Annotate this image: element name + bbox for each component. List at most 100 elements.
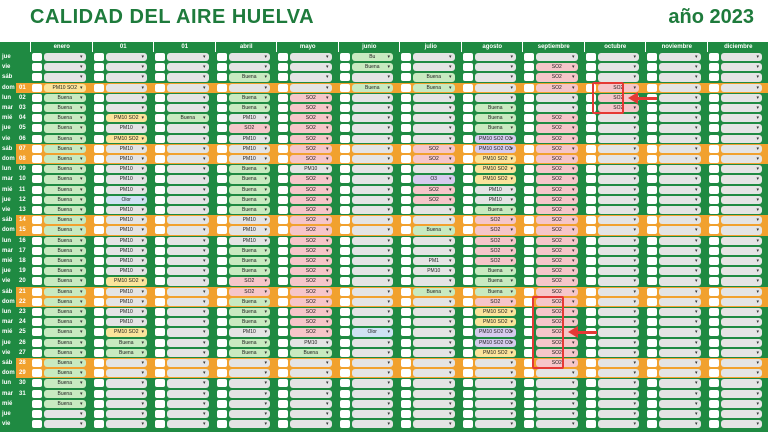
- dropdown-arrow-icon[interactable]: ▾: [264, 309, 267, 315]
- air-quality-cell-mayo[interactable]: SO2 ▾: [290, 267, 332, 276]
- dropdown-arrow-icon[interactable]: ▾: [387, 298, 390, 305]
- air-quality-cell-abril[interactable]: ▾: [228, 63, 270, 72]
- dropdown-arrow-icon[interactable]: ▾: [756, 105, 759, 111]
- dropdown-arrow-icon[interactable]: ▾: [756, 360, 759, 366]
- cell-toggle-icon[interactable]: [93, 267, 104, 276]
- air-quality-cell-abril[interactable]: Buena ▾: [228, 93, 270, 102]
- dropdown-arrow-icon[interactable]: ▾: [694, 309, 698, 315]
- cell-toggle-icon[interactable]: [585, 73, 596, 82]
- cell-toggle-icon[interactable]: [647, 379, 657, 388]
- air-quality-cell-enero[interactable]: Buena ▾: [44, 195, 86, 204]
- air-quality-cell-junio[interactable]: ▾: [351, 144, 393, 153]
- cell-toggle-icon[interactable]: [708, 165, 719, 174]
- air-quality-cell-noviembre[interactable]: ▾: [659, 277, 701, 286]
- cell-toggle-icon[interactable]: [93, 277, 104, 286]
- air-quality-cell-julio[interactable]: ▾: [413, 134, 455, 143]
- cell-toggle-icon[interactable]: [401, 399, 411, 408]
- cell-toggle-icon[interactable]: [155, 399, 165, 408]
- cell-toggle-icon[interactable]: [524, 195, 534, 204]
- dropdown-arrow-icon[interactable]: ▾: [141, 217, 144, 224]
- cell-toggle-icon[interactable]: [708, 73, 719, 82]
- dropdown-arrow-icon[interactable]: ▾: [325, 115, 329, 122]
- cell-toggle-icon[interactable]: [32, 338, 42, 347]
- dropdown-arrow-icon[interactable]: ▾: [448, 166, 452, 173]
- air-quality-cell-noviembre[interactable]: ▾: [659, 236, 701, 245]
- air-quality-cell-febrero[interactable]: PM10 ▾: [105, 165, 147, 174]
- dropdown-arrow-icon[interactable]: ▾: [387, 247, 390, 254]
- air-quality-cell-octubre[interactable]: ▾: [597, 389, 639, 398]
- cell-toggle-icon[interactable]: [401, 226, 411, 235]
- dropdown-arrow-icon[interactable]: ▾: [756, 186, 759, 193]
- dropdown-arrow-icon[interactable]: ▾: [510, 360, 513, 366]
- air-quality-cell-diciembre[interactable]: ▾: [720, 369, 762, 378]
- cell-toggle-icon[interactable]: [93, 195, 104, 204]
- dropdown-arrow-icon[interactable]: ▾: [756, 390, 759, 397]
- cell-toggle-icon[interactable]: [93, 257, 104, 265]
- air-quality-cell-noviembre[interactable]: ▾: [659, 206, 701, 215]
- cell-toggle-icon[interactable]: [401, 195, 411, 204]
- air-quality-cell-mayo[interactable]: SO2 ▾: [290, 226, 332, 235]
- air-quality-cell-julio[interactable]: Buena ▾: [413, 83, 455, 92]
- cell-toggle-icon[interactable]: [93, 83, 104, 92]
- dropdown-arrow-icon[interactable]: ▾: [264, 288, 267, 295]
- air-quality-cell-mayo[interactable]: SO2 ▾: [290, 277, 332, 286]
- dropdown-arrow-icon[interactable]: ▾: [264, 207, 267, 213]
- dropdown-arrow-icon[interactable]: ▾: [325, 196, 329, 203]
- cell-toggle-icon[interactable]: [32, 236, 42, 245]
- cell-toggle-icon[interactable]: [339, 185, 350, 194]
- air-quality-cell-junio[interactable]: ▾: [351, 308, 393, 317]
- air-quality-cell-enero[interactable]: Buena ▾: [44, 236, 86, 245]
- cell-toggle-icon[interactable]: [155, 104, 165, 112]
- air-quality-cell-agosto[interactable]: ▾: [474, 369, 516, 378]
- cell-toggle-icon[interactable]: [708, 83, 719, 92]
- air-quality-cell-noviembre[interactable]: ▾: [659, 246, 701, 255]
- air-quality-cell-julio[interactable]: ▾: [413, 93, 455, 102]
- air-quality-cell-febrero[interactable]: PM10 ▾: [105, 257, 147, 266]
- air-quality-cell-mayo[interactable]: PM10 ▾: [290, 338, 332, 347]
- air-quality-cell-mayo[interactable]: SO2 ▾: [290, 246, 332, 255]
- dropdown-arrow-icon[interactable]: ▾: [79, 247, 83, 254]
- dropdown-arrow-icon[interactable]: ▾: [510, 74, 513, 81]
- air-quality-cell-septiembre[interactable]: ▾: [536, 420, 578, 429]
- dropdown-arrow-icon[interactable]: ▾: [694, 156, 698, 162]
- dropdown-arrow-icon[interactable]: ▾: [325, 329, 329, 336]
- air-quality-cell-septiembre[interactable]: ▾: [536, 53, 578, 62]
- dropdown-arrow-icon[interactable]: ▾: [202, 309, 206, 315]
- air-quality-cell-diciembre[interactable]: ▾: [720, 410, 762, 419]
- cell-toggle-icon[interactable]: [401, 216, 411, 225]
- air-quality-cell-junio[interactable]: ▾: [351, 338, 393, 347]
- air-quality-cell-noviembre[interactable]: ▾: [659, 410, 701, 419]
- air-quality-cell-enero[interactable]: Buena ▾: [44, 134, 86, 143]
- cell-toggle-icon[interactable]: [585, 93, 596, 102]
- air-quality-cell-noviembre[interactable]: ▾: [659, 328, 701, 337]
- cell-toggle-icon[interactable]: [462, 410, 473, 418]
- air-quality-cell-marzo[interactable]: ▾: [167, 83, 209, 92]
- air-quality-cell-julio[interactable]: Buena ▾: [413, 287, 455, 296]
- dropdown-arrow-icon[interactable]: ▾: [202, 390, 206, 397]
- air-quality-cell-junio[interactable]: ▾: [351, 124, 393, 133]
- air-quality-cell-julio[interactable]: ▾: [413, 63, 455, 72]
- dropdown-arrow-icon[interactable]: ▾: [571, 156, 575, 162]
- air-quality-cell-octubre[interactable]: ▾: [597, 338, 639, 347]
- air-quality-cell-diciembre[interactable]: ▾: [720, 257, 762, 266]
- dropdown-arrow-icon[interactable]: ▾: [694, 84, 698, 91]
- air-quality-cell-diciembre[interactable]: ▾: [720, 53, 762, 62]
- air-quality-cell-marzo[interactable]: ▾: [167, 348, 209, 357]
- dropdown-arrow-icon[interactable]: ▾: [448, 135, 452, 142]
- air-quality-cell-mayo[interactable]: SO2 ▾: [290, 318, 332, 327]
- dropdown-arrow-icon[interactable]: ▾: [79, 278, 83, 285]
- air-quality-cell-marzo[interactable]: ▾: [167, 195, 209, 204]
- cell-toggle-icon[interactable]: [524, 124, 534, 133]
- air-quality-cell-marzo[interactable]: ▾: [167, 175, 209, 184]
- air-quality-cell-julio[interactable]: ▾: [413, 420, 455, 429]
- air-quality-cell-septiembre[interactable]: SO2 ▾: [536, 297, 578, 306]
- dropdown-arrow-icon[interactable]: ▾: [633, 105, 636, 111]
- cell-toggle-icon[interactable]: [32, 389, 42, 398]
- dropdown-arrow-icon[interactable]: ▾: [510, 339, 513, 346]
- cell-toggle-icon[interactable]: [278, 420, 288, 429]
- dropdown-arrow-icon[interactable]: ▾: [325, 145, 329, 152]
- air-quality-cell-julio[interactable]: ▾: [413, 297, 455, 306]
- cell-toggle-icon[interactable]: [339, 267, 350, 276]
- dropdown-arrow-icon[interactable]: ▾: [448, 207, 452, 213]
- dropdown-arrow-icon[interactable]: ▾: [756, 227, 759, 234]
